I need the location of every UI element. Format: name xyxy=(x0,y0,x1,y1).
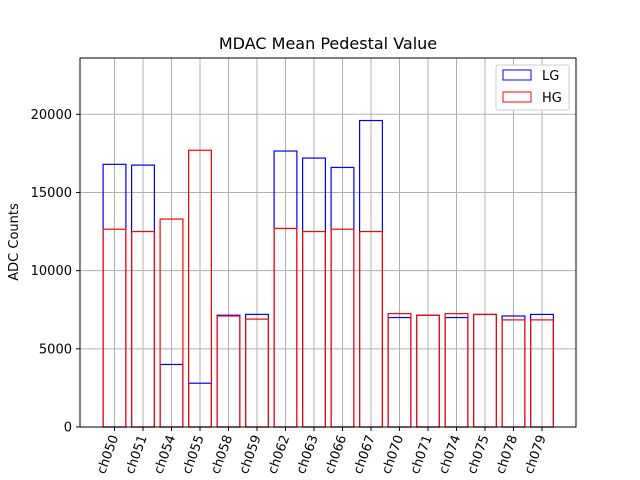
y-tick-label: 5000 xyxy=(39,342,72,357)
legend-label-hg: HG xyxy=(542,91,562,106)
chart-title: MDAC Mean Pedestal Value xyxy=(219,34,437,53)
plot-area xyxy=(80,58,576,427)
y-tick-label: 10000 xyxy=(31,264,72,279)
y-tick-label: 15000 xyxy=(31,186,72,201)
legend-swatch-hg xyxy=(502,91,532,103)
legend-label-lg: LG xyxy=(542,69,559,84)
plot-frame xyxy=(79,57,577,428)
y-tick-label: 0 xyxy=(64,421,72,436)
legend-swatch-lg xyxy=(502,69,532,81)
y-axis-label: ADC Counts xyxy=(7,203,22,281)
grid xyxy=(80,58,576,428)
y-axis-ticks: 0 5000 10000 15000 20000 xyxy=(31,108,80,436)
y-tick-label: 20000 xyxy=(31,108,72,123)
legend-box xyxy=(495,64,570,111)
legend: LG HG xyxy=(495,64,570,111)
